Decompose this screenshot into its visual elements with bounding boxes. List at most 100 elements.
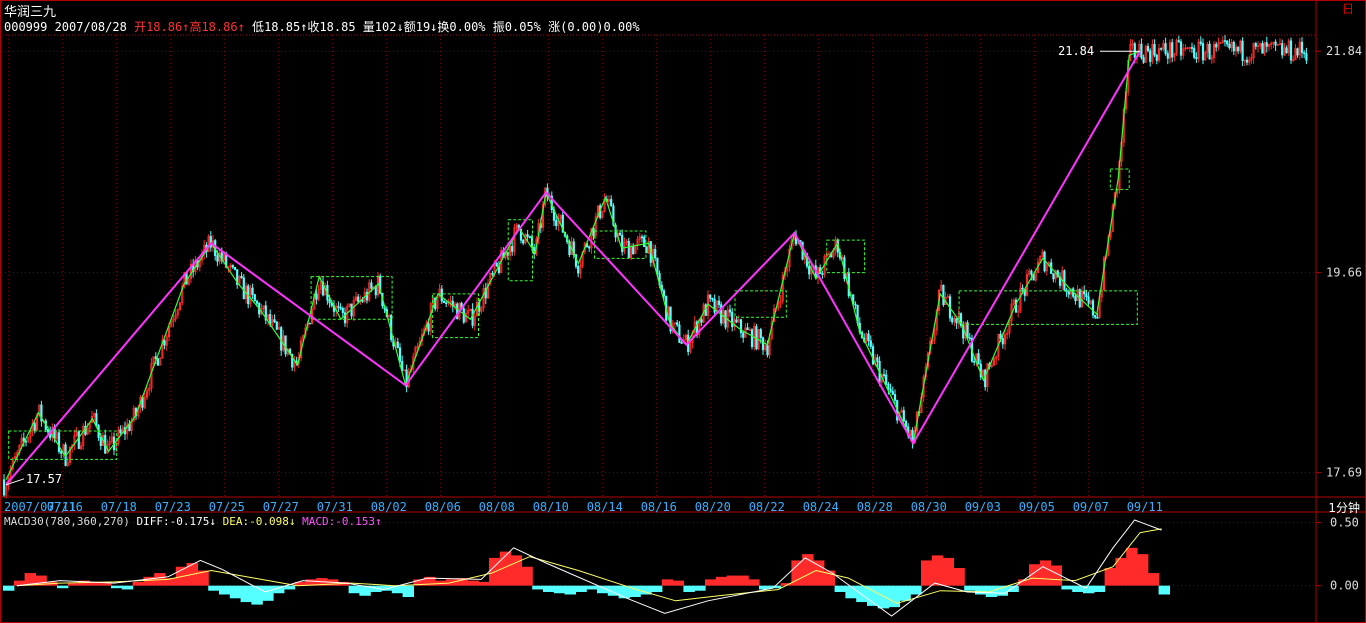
macd-bar: [845, 585, 857, 599]
macd-bar: [391, 585, 404, 594]
candle-body: [669, 306, 672, 332]
candle-body: [66, 462, 69, 466]
up-arrow-icon: ↑: [182, 20, 190, 34]
candle-body: [222, 253, 226, 261]
candle-body: [328, 299, 331, 304]
low-marker-label: 17.57: [26, 472, 62, 486]
candle-body: [915, 411, 919, 432]
macd-bar: [283, 585, 296, 590]
candle-body: [86, 428, 89, 435]
candle-body: [33, 423, 36, 431]
candle-body: [174, 314, 177, 320]
candle-body: [242, 277, 245, 300]
candle-body: [297, 357, 300, 364]
dea-value: -0.098: [249, 515, 289, 528]
candle-body: [1184, 47, 1187, 50]
candle-body: [764, 345, 767, 351]
candle-body: [610, 199, 613, 207]
macd-bar: [975, 585, 987, 595]
candle-body: [1160, 48, 1163, 50]
macd-bar: [132, 581, 144, 586]
candle-body: [561, 214, 564, 233]
candle-body: [1096, 317, 1099, 319]
candle-body: [1083, 290, 1086, 295]
restore-icon[interactable]: 日: [1341, 2, 1354, 16]
candle-body: [946, 296, 949, 298]
candle-body: [1193, 47, 1196, 58]
candle-body: [1241, 40, 1244, 62]
macd-bar: [67, 583, 80, 586]
candle-body: [1054, 270, 1057, 280]
candle-body: [82, 425, 85, 447]
candle-body: [1089, 300, 1092, 304]
macd-value: -0.153: [335, 515, 375, 528]
candle-body: [768, 338, 771, 356]
macd-bar: [877, 585, 890, 609]
candle-body: [977, 353, 980, 365]
candle-body: [480, 307, 483, 312]
date-tick-label: 08/10: [533, 500, 569, 514]
macd-bar: [305, 579, 317, 586]
candle-body: [176, 309, 179, 316]
candle-body: [236, 269, 239, 285]
down-arrow-icon: ↓: [288, 515, 296, 528]
candle-body: [1149, 50, 1152, 62]
candle-body: [594, 216, 597, 236]
candle-body: [1261, 43, 1264, 54]
macd-bar: [586, 585, 598, 590]
candle-body: [966, 322, 969, 338]
candle-body: [1162, 43, 1165, 50]
candle-body: [627, 240, 630, 259]
candle-body: [139, 396, 142, 409]
minor-zigzag-line: [5, 50, 1141, 480]
macd-bar: [165, 578, 177, 586]
candle-body: [889, 388, 892, 392]
candle-body: [484, 288, 487, 299]
candle-body: [403, 369, 406, 372]
diff-value: -0.175: [169, 515, 210, 528]
candle-body: [579, 265, 582, 274]
candle-body: [962, 325, 965, 339]
macd-bar: [748, 579, 760, 586]
candle-body: [909, 429, 912, 436]
date-tick-label: 08/06: [425, 500, 461, 514]
candle-body: [361, 299, 364, 302]
macd-bar: [964, 585, 976, 591]
candle-body: [55, 432, 58, 439]
candle-body: [75, 431, 78, 436]
candle-body: [427, 323, 430, 332]
candle-body: [808, 265, 811, 275]
period-selector[interactable]: 1分钟: [1328, 501, 1360, 515]
macd-bar: [553, 585, 566, 594]
close-value: 18.85: [319, 20, 356, 34]
candle-body: [766, 345, 769, 356]
macd-label: MACD:: [302, 515, 336, 528]
macd-bar: [208, 585, 220, 591]
candle-body: [731, 311, 734, 328]
macd-bar: [532, 585, 544, 590]
candle-body: [1171, 42, 1174, 58]
candle-body: [1085, 293, 1088, 298]
macd-bar: [856, 585, 868, 603]
candle-body: [79, 445, 83, 449]
candle-body: [183, 272, 186, 287]
macd-bar: [791, 560, 803, 586]
macd-bar: [402, 585, 414, 598]
candle-body: [233, 266, 237, 270]
candle-body: [519, 228, 523, 241]
macd-bar: [564, 585, 576, 595]
candle-body: [1094, 314, 1097, 318]
candle-body: [1173, 53, 1176, 58]
candle-body: [973, 360, 976, 363]
amplitude-value: 振0.05%: [492, 20, 541, 34]
candle-body: [315, 293, 318, 300]
candle-body: [68, 446, 72, 463]
candle-body: [640, 236, 644, 239]
candle-body: [1237, 46, 1240, 52]
candle-body: [273, 319, 276, 323]
candle-body: [339, 307, 342, 309]
candle-body: [709, 294, 712, 299]
down-arrow-icon: ↓: [209, 515, 216, 528]
candle-body: [790, 239, 793, 250]
macd-bar: [111, 585, 123, 589]
